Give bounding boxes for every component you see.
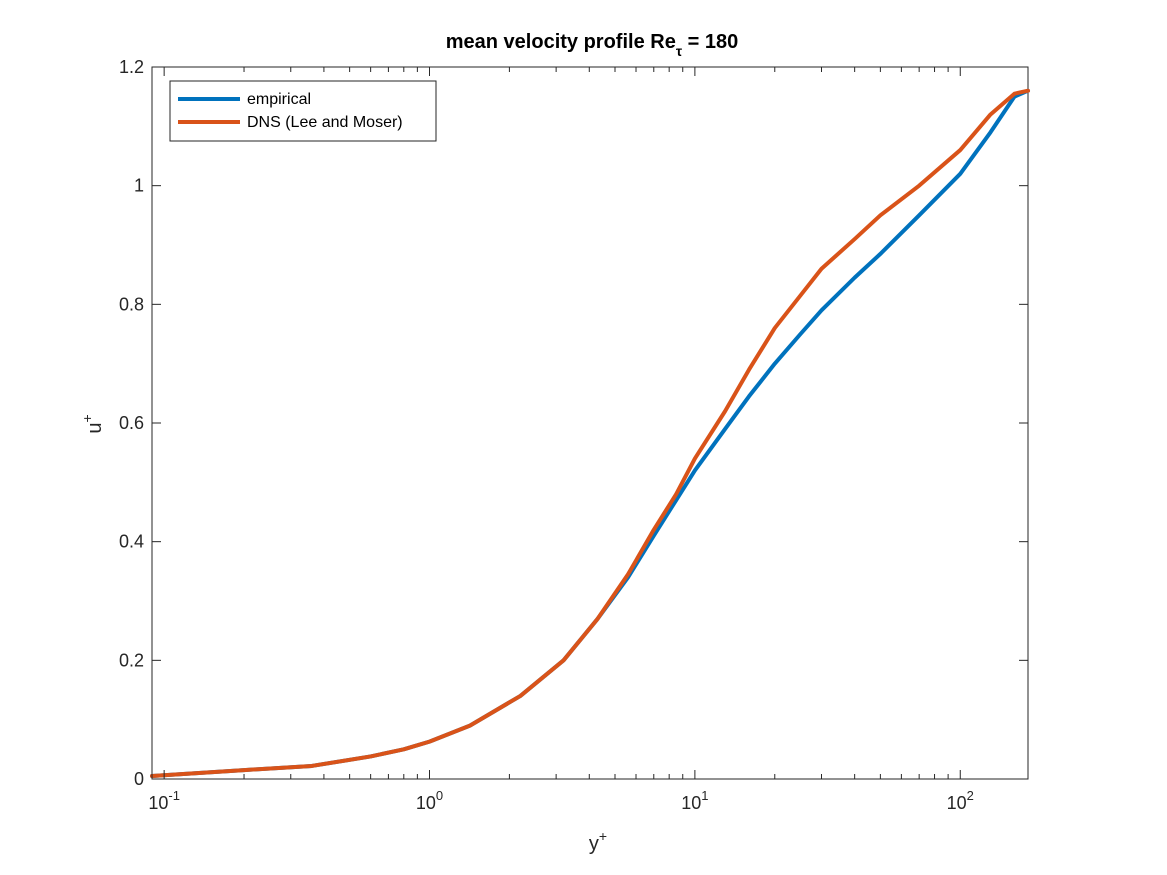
- y-tick-label: 0.8: [119, 294, 144, 314]
- series-line-dns: [150, 88, 1030, 779]
- legend-box: [169, 80, 437, 142]
- y-axis-label: u+: [79, 414, 106, 433]
- y-tick-label: 0.6: [119, 413, 144, 433]
- axes-box: [151, 66, 1029, 780]
- y-tick-label: 0.2: [119, 650, 144, 670]
- x-tick-label: 102: [947, 788, 974, 813]
- y-axis-label-base: u: [84, 423, 106, 434]
- x-axis-label-sup: +: [599, 828, 607, 844]
- x-axis-label: y+: [589, 828, 607, 855]
- series-layer: [150, 88, 1030, 779]
- tick-labels: 0 0.2 0.4 0.6 0.8 1 1.2 10-1 100 101 102: [119, 57, 974, 813]
- legend-entry: DNS (Lee and Moser): [247, 114, 403, 131]
- legend-entry: empirical: [247, 91, 311, 108]
- y-axis-label-sup: +: [79, 414, 95, 422]
- y-tick-label: 0.4: [119, 532, 144, 552]
- legend: empirical DNS (Lee and Moser): [169, 80, 437, 142]
- chart-title: mean velocity profile Reτ = 180: [446, 31, 739, 59]
- y-tick-label: 1: [134, 176, 144, 196]
- title-suffix: = 180: [682, 31, 738, 53]
- ticks-layer: [151, 66, 1028, 780]
- x-tick-label: 101: [681, 788, 708, 813]
- plot-area-frame: [151, 66, 1029, 780]
- y-tick-label: 1.2: [119, 57, 144, 77]
- x-tick-label: 10-1: [148, 788, 180, 813]
- x-axis-label-base: y: [589, 833, 599, 855]
- title-main: mean velocity profile Re: [446, 31, 676, 53]
- y-tick-label: 0: [134, 769, 144, 789]
- title-subscript: τ: [676, 43, 683, 59]
- x-tick-label: 100: [416, 788, 443, 813]
